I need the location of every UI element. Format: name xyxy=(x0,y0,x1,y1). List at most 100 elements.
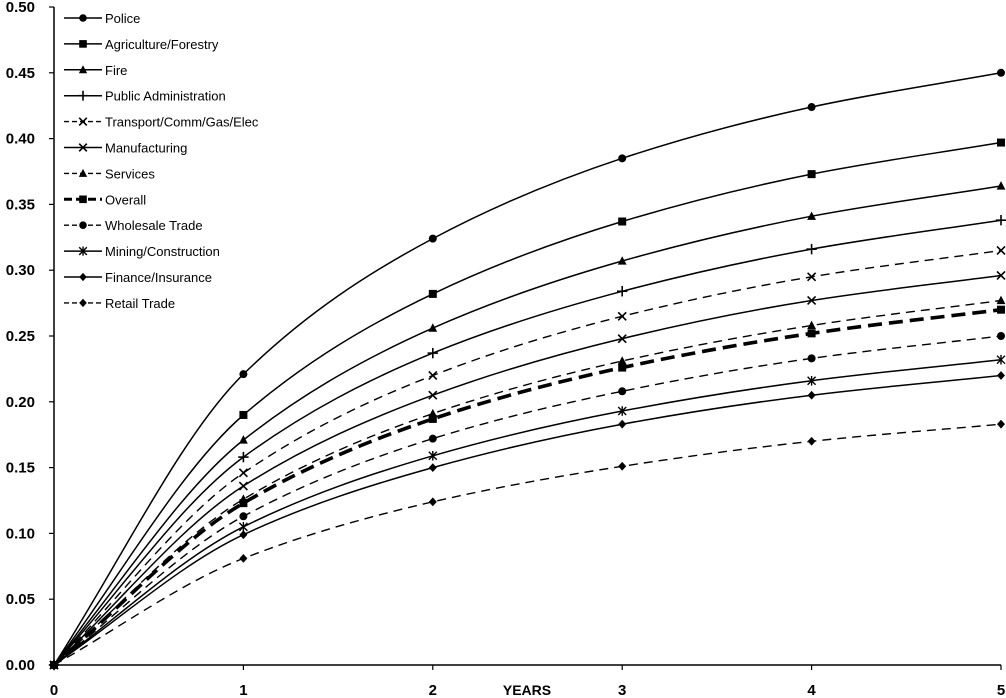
data-point xyxy=(239,554,248,563)
data-point xyxy=(617,356,627,365)
y-ticks: 0.00 0.05 0.10 0.15 0.20 0.25 0.30 0.35 0.40 0.45… xyxy=(6,0,54,674)
series-line xyxy=(53,185,1002,666)
axes xyxy=(53,7,1001,666)
data-point xyxy=(618,461,627,471)
legend-item: Wholesale Trade xyxy=(64,218,203,233)
data-point xyxy=(617,311,627,321)
data-point xyxy=(807,329,816,338)
y-tick-label: 0.00 xyxy=(6,657,35,674)
series-overall xyxy=(50,305,1005,669)
legend-label: Fire xyxy=(105,63,127,78)
data-point xyxy=(996,245,1006,256)
y-tick-label: 0.35 xyxy=(6,196,35,213)
data-point xyxy=(428,390,438,400)
legend-marker xyxy=(79,221,87,229)
series xyxy=(48,68,1006,671)
legend-label: Mining/Construction xyxy=(105,244,220,259)
data-point xyxy=(807,103,816,112)
legend-label: Agriculture/Forestry xyxy=(105,37,219,52)
data-point xyxy=(618,419,627,429)
data-point xyxy=(618,154,627,163)
data-point xyxy=(807,295,817,306)
data-point xyxy=(428,289,437,298)
data-point xyxy=(997,138,1005,147)
data-point xyxy=(995,214,1006,226)
series-retail-trade xyxy=(50,419,1005,670)
data-point xyxy=(996,270,1006,281)
data-point xyxy=(807,375,817,386)
series-line xyxy=(53,72,1002,666)
x-tick-label: 5 xyxy=(997,682,1005,698)
y-tick-label: 0.20 xyxy=(6,394,35,411)
data-point xyxy=(238,481,248,491)
data-point xyxy=(428,497,437,507)
x-tick-label: 4 xyxy=(807,682,816,698)
x-tick-label: 3 xyxy=(618,682,626,698)
data-point xyxy=(427,347,438,359)
series-line xyxy=(53,423,1002,666)
legend-marker xyxy=(79,195,87,204)
y-tick-label: 0.40 xyxy=(6,131,35,148)
legend-marker xyxy=(79,298,87,308)
data-point xyxy=(50,660,58,670)
data-point xyxy=(997,305,1005,314)
y-tick-label: 0.50 xyxy=(6,0,35,16)
legend-item: Retail Trade xyxy=(64,296,175,311)
series-line xyxy=(53,299,1002,666)
series-line xyxy=(53,274,1002,666)
x-tick-label: 0 xyxy=(50,682,58,698)
data-point xyxy=(807,390,816,400)
data-point xyxy=(239,512,248,521)
legend-marker xyxy=(78,90,88,101)
data-point xyxy=(238,522,248,532)
series-line xyxy=(53,335,1002,666)
legend-marker xyxy=(78,168,88,177)
data-point xyxy=(807,436,816,446)
legend-label: Overall xyxy=(105,192,146,207)
series-line xyxy=(53,374,1002,666)
legend-item: Mining/Construction xyxy=(64,244,220,259)
data-point xyxy=(617,286,628,297)
data-point xyxy=(617,256,627,265)
series-line xyxy=(53,358,1002,666)
data-point xyxy=(997,371,1005,380)
data-point xyxy=(806,243,817,255)
legend-label: Services xyxy=(105,166,155,181)
legend-item: Agriculture/Forestry xyxy=(64,37,219,52)
series-fire xyxy=(49,181,1006,669)
data-point xyxy=(239,530,248,540)
data-point xyxy=(239,410,248,419)
data-point xyxy=(428,370,438,381)
legend-marker xyxy=(78,143,88,152)
data-point xyxy=(807,170,816,179)
data-point xyxy=(428,414,437,423)
y-tick-label: 0.45 xyxy=(6,65,35,82)
series-line xyxy=(53,219,1002,666)
legend-item: Transport/Comm/Gas/Elec xyxy=(64,115,259,130)
data-point xyxy=(997,68,1005,77)
data-point xyxy=(239,499,248,508)
legend-item: Overall xyxy=(64,192,146,207)
legend-item: Fire xyxy=(64,63,127,78)
y-tick-label: 0.30 xyxy=(6,262,35,279)
legend-item: Public Administration xyxy=(64,89,226,104)
legend-item: Manufacturing xyxy=(64,141,187,156)
legend-marker xyxy=(79,14,87,22)
legend-marker xyxy=(79,40,87,48)
x-tick-label: 2 xyxy=(429,682,437,698)
legend-label: Public Administration xyxy=(105,89,226,104)
x-tick-label: 1 xyxy=(239,682,247,698)
series-finance-insurance xyxy=(50,371,1005,670)
data-point xyxy=(807,211,816,220)
data-point xyxy=(428,463,437,472)
legend-label: Transport/Comm/Gas/Elec xyxy=(105,115,259,130)
legend-item: Services xyxy=(64,166,155,181)
legend-label: Police xyxy=(105,11,140,26)
data-point xyxy=(618,217,627,226)
data-point xyxy=(996,181,1006,190)
data-point xyxy=(428,450,438,461)
series-transport-comm-gas-elec xyxy=(49,245,1006,670)
legend-item: Finance/Insurance xyxy=(64,270,212,285)
